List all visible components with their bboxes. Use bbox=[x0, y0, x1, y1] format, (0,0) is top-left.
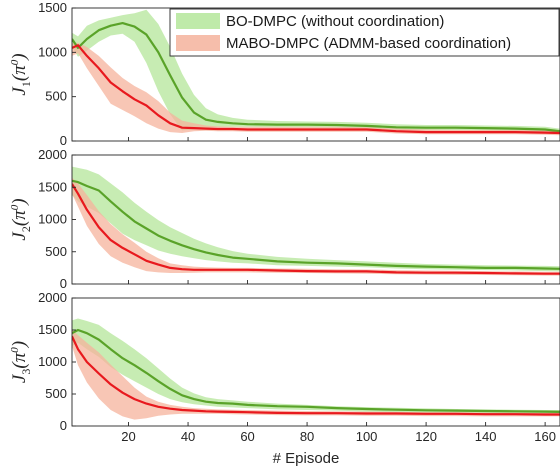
legend-swatch-2 bbox=[176, 35, 220, 51]
series-line-2 bbox=[72, 335, 560, 416]
plot-area-3 bbox=[72, 318, 560, 420]
panel-2: 0 500 1000 1500 2000 J2(π0) bbox=[9, 147, 560, 291]
plot-area-2 bbox=[72, 166, 560, 276]
x-tick-label: 160 bbox=[534, 429, 556, 444]
y-tick-label: 1500 bbox=[38, 0, 67, 15]
panel-3: 0 500 1000 1500 2000 20 40 60 80 100 120 140 160 # Ep… bbox=[9, 290, 560, 467]
plot-area-1 bbox=[72, 9, 560, 136]
y-tick-label: 2000 bbox=[38, 290, 67, 305]
series-line-1 bbox=[72, 328, 560, 413]
y-tick-label: 500 bbox=[45, 244, 67, 259]
x-tick-label: 40 bbox=[181, 429, 195, 444]
legend: BO-DMPC (without coordination) MABO-DMPC … bbox=[169, 8, 560, 57]
y-axis-label: J3(π0) bbox=[9, 341, 33, 383]
y-tick-label: 1000 bbox=[38, 354, 67, 369]
y-tick-label: 500 bbox=[45, 386, 67, 401]
series-band-1 bbox=[72, 9, 560, 133]
legend-swatch-1 bbox=[176, 13, 220, 29]
legend-entry-2: MABO-DMPC (ADMM-based coordination) bbox=[226, 35, 511, 52]
x-tick-label: 60 bbox=[240, 429, 254, 444]
x-tick-label: 20 bbox=[121, 429, 135, 444]
y-axis-label: J1(π0) bbox=[9, 53, 33, 95]
series-line-2 bbox=[72, 183, 560, 275]
panel-1: 0 500 1000 1500 J1(π0) BO-DMPC (without coord… bbox=[9, 0, 560, 148]
y-tick-label: 1500 bbox=[38, 322, 67, 337]
series-line-1 bbox=[72, 22, 560, 133]
y-tick-label: 1500 bbox=[38, 179, 67, 194]
x-axis-label: # Episode bbox=[273, 450, 340, 467]
y-tick-label: 1000 bbox=[38, 212, 67, 227]
y-tick-label: 2000 bbox=[38, 147, 67, 162]
y-tick-label: 0 bbox=[60, 133, 67, 148]
series-line-1 bbox=[72, 179, 560, 270]
y-tick-label: 0 bbox=[60, 418, 67, 433]
legend-box bbox=[169, 8, 560, 57]
y-tick-label: 500 bbox=[45, 89, 67, 104]
x-tick-label: 140 bbox=[475, 429, 497, 444]
series-line-2 bbox=[72, 44, 560, 135]
y-tick-label: 0 bbox=[60, 276, 67, 291]
legend-entry-1: BO-DMPC (without coordination) bbox=[226, 13, 444, 30]
series-band-2 bbox=[72, 330, 560, 420]
x-tick-label: 80 bbox=[300, 429, 314, 444]
axes-box-1 bbox=[71, 7, 560, 142]
y-axis-label: J2(π0) bbox=[9, 198, 33, 240]
x-tick-label: 100 bbox=[356, 429, 378, 444]
series-band-1 bbox=[72, 166, 560, 272]
x-tick-label: 120 bbox=[415, 429, 437, 444]
y-tick-label: 1000 bbox=[38, 44, 67, 59]
